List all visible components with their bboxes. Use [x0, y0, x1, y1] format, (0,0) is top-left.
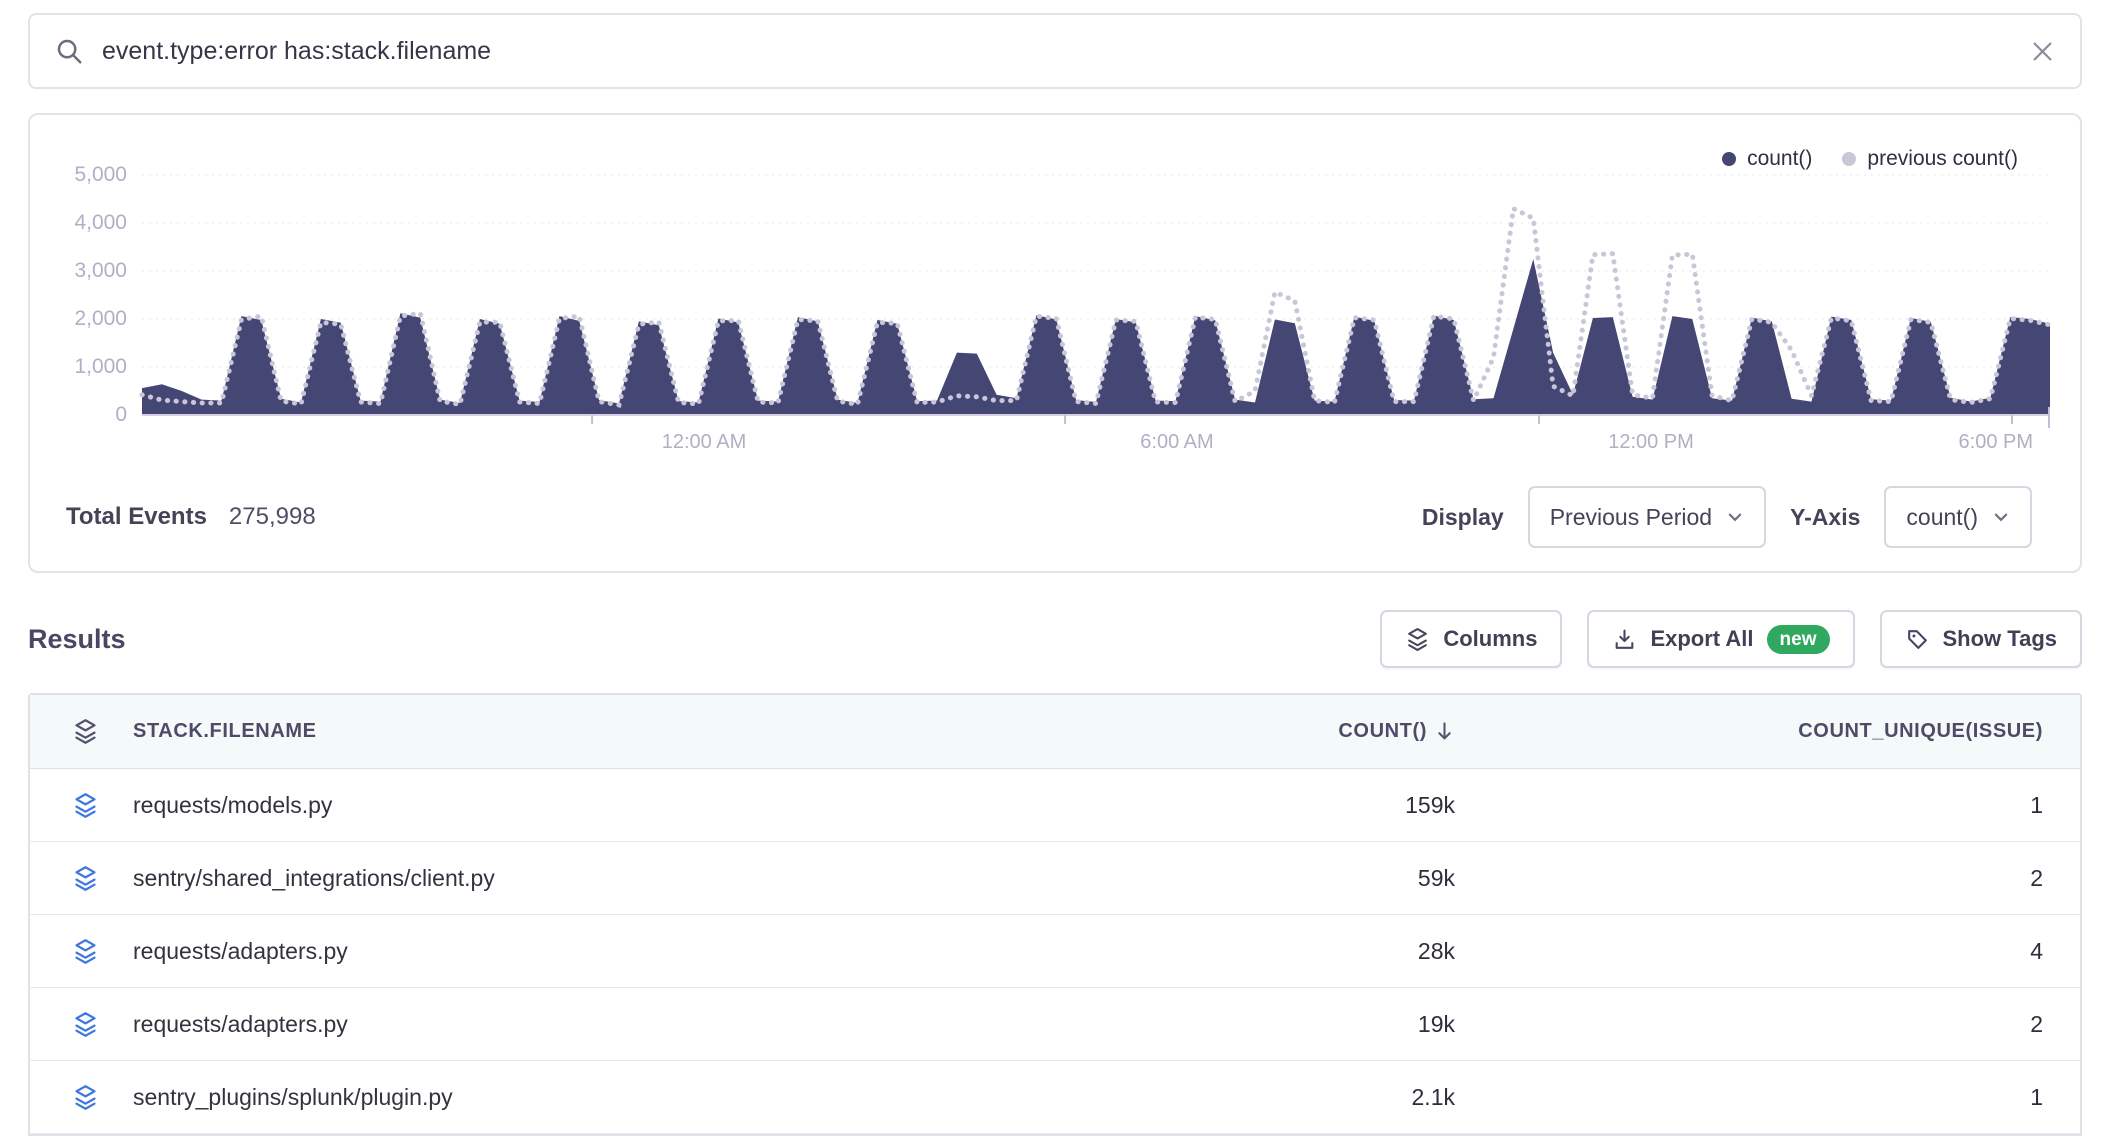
- count-cell: 19k: [1417, 1010, 1455, 1037]
- y-tick-3000: 3,000: [74, 259, 127, 282]
- chart-legend: count() previous count(): [1722, 147, 2018, 171]
- column-header-filename[interactable]: STACK.FILENAME: [72, 718, 1175, 745]
- count-unique-cell: 4: [2030, 937, 2043, 964]
- show-tags-button-label: Show Tags: [1942, 626, 2058, 651]
- chevron-down-icon: [1994, 513, 2008, 522]
- search-icon: [57, 39, 82, 64]
- count-cell: 28k: [1417, 937, 1455, 964]
- count-unique-cell: 1: [2030, 791, 2043, 818]
- legend-item-count[interactable]: count(): [1722, 147, 1812, 171]
- chart-footer: Total Events 275,998 Display Previous Pe…: [30, 475, 2080, 571]
- chart-panel: count() previous count() 5,000 4,000 3,0…: [28, 113, 2082, 573]
- table-row[interactable]: sentry/shared_integrations/client.py 59k…: [30, 842, 2080, 915]
- clear-search-icon[interactable]: [2029, 38, 2056, 65]
- new-badge: new: [1766, 624, 1830, 654]
- tag-icon: [1907, 629, 1927, 649]
- filename-column-label: STACK.FILENAME: [133, 720, 317, 742]
- filename-cell[interactable]: sentry_plugins/splunk/plugin.py: [133, 1083, 453, 1110]
- table-header-row: STACK.FILENAME COUNT() COUNT_UNIQUE(ISSU…: [30, 695, 2080, 769]
- columns-button[interactable]: Columns: [1380, 610, 1563, 668]
- export-all-button[interactable]: Export All new: [1587, 610, 1855, 668]
- legend-dot-count: [1722, 152, 1737, 166]
- current-series-area: [142, 259, 2050, 415]
- results-actions: Columns Export All new Show Tags: [1380, 610, 2082, 668]
- yaxis-dropdown-value: count(): [1906, 503, 1978, 530]
- columns-button-label: Columns: [1443, 626, 1538, 651]
- filename-cell[interactable]: requests/models.py: [133, 791, 333, 818]
- total-events-label: Total Events: [66, 503, 207, 530]
- layers-icon: [75, 719, 96, 744]
- y-tick-2000: 2,000: [74, 307, 127, 330]
- results-header: Results Columns Export All new Show Tags: [28, 610, 2082, 668]
- download-icon: [1616, 629, 1634, 649]
- legend-label-previous-count: previous count(): [1867, 147, 2018, 170]
- legend-dot-previous-count: [1842, 152, 1857, 166]
- column-header-count[interactable]: COUNT(): [1175, 720, 1455, 743]
- x-tick-12am: 12:00 AM: [661, 431, 747, 453]
- yaxis-dropdown[interactable]: count(): [1884, 486, 2032, 548]
- display-label: Display: [1421, 503, 1504, 530]
- stack-icon: [75, 938, 96, 964]
- total-events-value: 275,998: [228, 503, 316, 530]
- results-table: STACK.FILENAME COUNT() COUNT_UNIQUE(ISSU…: [28, 693, 2082, 1136]
- results-title: Results: [28, 623, 126, 654]
- count-unique-cell: 2: [2030, 864, 2043, 891]
- stack-icon: [75, 1011, 96, 1037]
- y-tick-1000: 1,000: [74, 355, 127, 378]
- legend-item-previous-count[interactable]: previous count(): [1842, 147, 2018, 171]
- legend-label-count: count(): [1747, 147, 1813, 170]
- count-unique-cell: 1: [2030, 1083, 2043, 1110]
- stack-icon: [75, 1084, 96, 1110]
- table-row[interactable]: requests/adapters.py 19k 2: [30, 988, 2080, 1061]
- stack-icon: [75, 792, 96, 818]
- previous-series-line: [139, 204, 2053, 409]
- search-bar[interactable]: [28, 13, 2082, 89]
- display-dropdown[interactable]: Previous Period: [1527, 486, 1767, 548]
- count-unique-cell: 2: [2030, 1010, 2043, 1037]
- count-column-label: COUNT(): [1338, 720, 1427, 742]
- filename-cell[interactable]: requests/adapters.py: [133, 937, 348, 964]
- stack-icon: [75, 865, 96, 891]
- yaxis-label: Y-Axis: [1790, 503, 1861, 530]
- display-dropdown-value: Previous Period: [1549, 503, 1713, 530]
- y-tick-5000: 5,000: [74, 163, 127, 186]
- total-events: Total Events 275,998: [66, 503, 316, 531]
- chart-controls: Display Previous Period Y-Axis count(): [1422, 486, 2032, 548]
- x-tick-12pm: 12:00 PM: [1608, 431, 1694, 453]
- sort-desc-icon: [1438, 722, 1451, 740]
- export-all-button-label: Export All: [1650, 626, 1754, 651]
- count-cell: 2.1k: [1411, 1083, 1455, 1110]
- column-header-count-unique[interactable]: COUNT_UNIQUE(ISSUE): [1455, 720, 2043, 743]
- table-row[interactable]: requests/adapters.py 28k 4: [30, 915, 2080, 988]
- y-tick-0: 0: [115, 403, 127, 426]
- x-tick-6pm: 6:00 PM: [1958, 431, 2033, 453]
- y-tick-4000: 4,000: [74, 211, 127, 234]
- x-tick-6am: 6:00 AM: [1140, 431, 1214, 453]
- show-tags-button[interactable]: Show Tags: [1879, 610, 2082, 668]
- count-cell: 59k: [1417, 864, 1455, 891]
- table-row[interactable]: sentry_plugins/splunk/plugin.py 2.1k 1: [30, 1061, 2080, 1134]
- table-row[interactable]: requests/models.py 159k 1: [30, 769, 2080, 842]
- timeseries-chart: [139, 174, 2053, 428]
- filename-cell[interactable]: sentry/shared_integrations/client.py: [133, 864, 495, 891]
- chevron-down-icon: [1728, 513, 1742, 522]
- count-cell: 159k: [1405, 791, 1455, 818]
- chart-area[interactable]: [139, 162, 2053, 428]
- count-unique-column-label: COUNT_UNIQUE(ISSUE): [1798, 720, 2043, 742]
- discover-page: count() previous count() 5,000 4,000 3,0…: [0, 13, 2110, 1136]
- filename-cell[interactable]: requests/adapters.py: [133, 1010, 348, 1037]
- search-input[interactable]: [102, 36, 2011, 66]
- layers-icon: [1408, 627, 1428, 651]
